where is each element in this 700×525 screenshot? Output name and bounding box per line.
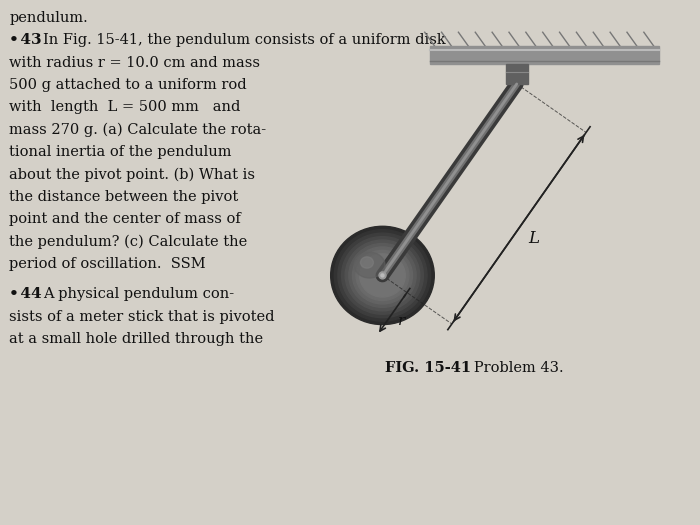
Text: with  length  L = 500 mm   and: with length L = 500 mm and (9, 100, 241, 114)
Text: 500 g attached to a uniform rod: 500 g attached to a uniform rod (9, 78, 247, 92)
Text: • 44: • 44 (9, 287, 42, 301)
Text: pendulum.: pendulum. (9, 12, 88, 25)
Text: at a small hole drilled through the: at a small hole drilled through the (9, 332, 263, 346)
Ellipse shape (379, 272, 386, 279)
Ellipse shape (330, 226, 434, 324)
Ellipse shape (354, 252, 385, 278)
Ellipse shape (338, 233, 427, 318)
Text: In Fig. 15-41, the pendulum consists of a uniform disk: In Fig. 15-41, the pendulum consists of … (43, 33, 446, 47)
Text: point and the center of mass of: point and the center of mass of (9, 212, 241, 226)
Ellipse shape (345, 240, 420, 311)
Ellipse shape (381, 274, 384, 277)
Text: FIG. 15-41: FIG. 15-41 (385, 362, 471, 375)
Text: with radius r = 10.0 cm and mass: with radius r = 10.0 cm and mass (9, 56, 260, 70)
Ellipse shape (352, 247, 412, 304)
Text: Problem 43.: Problem 43. (460, 362, 564, 375)
Text: mass 270 g. (a) Calculate the rota-: mass 270 g. (a) Calculate the rota- (9, 123, 267, 137)
Ellipse shape (349, 244, 416, 307)
Text: • 43: • 43 (9, 33, 42, 47)
Text: about the pivot point. (b) What is: about the pivot point. (b) What is (9, 167, 255, 182)
Text: L: L (528, 230, 539, 247)
Ellipse shape (335, 230, 430, 321)
Text: the distance between the pivot: the distance between the pivot (9, 190, 239, 204)
Text: period of oscillation.  SSM: period of oscillation. SSM (9, 257, 206, 271)
Text: A physical pendulum con-: A physical pendulum con- (43, 287, 235, 301)
Ellipse shape (360, 254, 405, 297)
Bar (430, 46, 659, 64)
Ellipse shape (356, 250, 409, 300)
Text: sists of a meter stick that is pivoted: sists of a meter stick that is pivoted (9, 310, 275, 324)
Ellipse shape (342, 237, 423, 314)
Text: the pendulum? (c) Calculate the: the pendulum? (c) Calculate the (9, 235, 248, 249)
Text: tional inertia of the pendulum: tional inertia of the pendulum (9, 145, 232, 159)
Bar (506, 64, 528, 84)
Ellipse shape (360, 257, 373, 268)
Text: r: r (398, 313, 405, 328)
